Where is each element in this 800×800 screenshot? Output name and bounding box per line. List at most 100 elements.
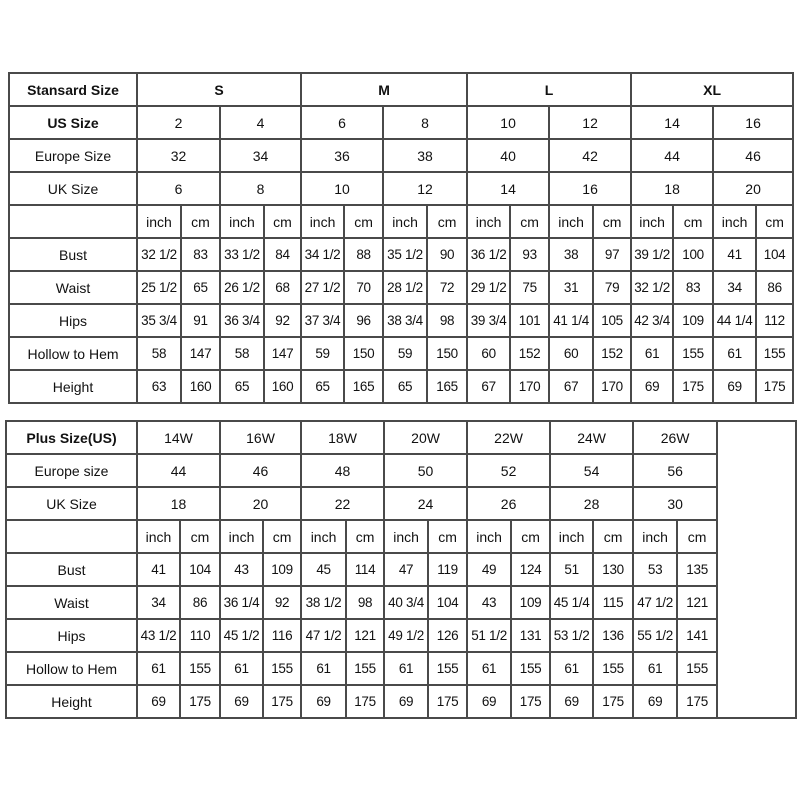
measurement-label: Hips xyxy=(5,618,138,653)
measurement-value: 61 xyxy=(466,651,513,686)
measurement-value: 109 xyxy=(262,552,303,587)
size-value: 4 xyxy=(218,105,303,140)
measurement-value: 91 xyxy=(180,303,221,338)
measurement-value: 175 xyxy=(676,684,719,719)
row-label: Europe size xyxy=(5,453,138,488)
measurement-row: Waist 34 86 36 1/4 92 38 1/2 98 40 3/4 104 43 109 4… xyxy=(5,585,796,620)
measurement-value: 100 xyxy=(672,237,715,272)
measurement-value: 51 1/2 xyxy=(466,618,513,653)
measurement-value: 115 xyxy=(592,585,635,620)
size-value: 12 xyxy=(382,171,469,206)
size-row: UK Size 6 8 10 12 14 16 18 20 xyxy=(8,171,795,206)
measurement-value: 53 xyxy=(632,552,679,587)
size-header: M xyxy=(300,72,469,107)
size-value: 56 xyxy=(632,453,719,488)
size-header: 16W xyxy=(219,420,303,455)
blank-label-cell xyxy=(5,519,138,554)
size-header: 20W xyxy=(383,420,469,455)
measurement-value: 165 xyxy=(343,369,385,404)
measurement-value: 69 xyxy=(632,684,679,719)
measurement-label: Waist xyxy=(5,585,138,620)
measurement-label: Bust xyxy=(5,552,138,587)
measurement-value: 63 xyxy=(136,369,182,404)
measurement-value: 65 xyxy=(300,369,346,404)
size-value: 38 xyxy=(382,138,469,173)
unit-inch: inch xyxy=(466,204,512,239)
unit-cm: cm xyxy=(592,204,633,239)
unit-cm: cm xyxy=(426,204,469,239)
table-header-label: Plus Size(US) xyxy=(5,420,138,455)
measurement-value: 35 3/4 xyxy=(136,303,182,338)
measurement-value: 124 xyxy=(510,552,552,587)
measurement-value: 170 xyxy=(509,369,551,404)
size-row: UK Size 18 20 22 24 26 28 30 xyxy=(5,486,796,521)
measurement-value: 29 1/2 xyxy=(466,270,512,305)
measurement-value: 155 xyxy=(510,651,552,686)
measurement-value: 130 xyxy=(592,552,635,587)
unit-cm: cm xyxy=(510,519,552,554)
unit-cm: cm xyxy=(343,204,385,239)
size-value: 42 xyxy=(548,138,633,173)
size-value: 10 xyxy=(300,171,385,206)
unit-inch: inch xyxy=(712,204,758,239)
size-value: 52 xyxy=(466,453,552,488)
measurement-value: 98 xyxy=(345,585,386,620)
measurement-value: 49 xyxy=(466,552,513,587)
size-value: 54 xyxy=(549,453,635,488)
measurement-value: 61 xyxy=(136,651,181,686)
standard-size-table: Stansard Size S M L XL US Size 2 4 6 8 10 12 14 16 Eur… xyxy=(8,72,795,404)
unit-cm: cm xyxy=(178,519,222,554)
measurement-value: 33 1/2 xyxy=(219,237,265,272)
measurement-row: Height 69 175 69 175 69 175 69 175 69 175 69 175 69 17… xyxy=(5,684,796,719)
measurement-value: 155 xyxy=(262,651,303,686)
measurement-value: 65 xyxy=(219,369,265,404)
measurement-value: 59 xyxy=(382,336,429,371)
measurement-value: 155 xyxy=(178,651,222,686)
measurement-value: 150 xyxy=(426,336,469,371)
measurement-label: Hollow to Hem xyxy=(5,651,138,686)
size-row: Europe size 44 46 48 50 52 54 56 xyxy=(5,453,796,488)
measurement-value: 121 xyxy=(676,585,719,620)
measurement-value: 92 xyxy=(262,585,303,620)
measurement-row: Waist 25 1/2 65 26 1/2 68 27 1/2 70 28 1/2 72 29 … xyxy=(8,270,795,305)
measurement-label: Hips xyxy=(8,303,138,338)
size-value: 24 xyxy=(383,486,469,521)
row-label: UK Size xyxy=(5,486,138,521)
size-value: 20 xyxy=(712,171,795,206)
measurement-label: Waist xyxy=(8,270,138,305)
measurement-value: 36 1/2 xyxy=(466,237,512,272)
size-value: 50 xyxy=(383,453,469,488)
measurement-value: 31 xyxy=(548,270,595,305)
measurement-value: 116 xyxy=(262,618,303,653)
measurement-value: 165 xyxy=(426,369,469,404)
measurement-value: 105 xyxy=(592,303,633,338)
size-row: Europe Size 32 34 36 38 40 42 44 46 xyxy=(8,138,795,173)
measurement-value: 38 3/4 xyxy=(382,303,429,338)
measurement-value: 170 xyxy=(592,369,633,404)
measurement-value: 65 xyxy=(180,270,221,305)
measurement-value: 41 xyxy=(712,237,758,272)
measurement-value: 147 xyxy=(180,336,221,371)
header-row: Stansard Size S M L XL xyxy=(8,72,795,107)
measurement-value: 25 1/2 xyxy=(136,270,182,305)
measurement-value: 61 xyxy=(383,651,430,686)
measurement-value: 84 xyxy=(262,237,303,272)
measurement-value: 68 xyxy=(262,270,303,305)
size-header: 22W xyxy=(466,420,552,455)
measurement-value: 40 3/4 xyxy=(383,585,430,620)
size-value: 2 xyxy=(136,105,221,140)
measurement-value: 104 xyxy=(755,237,795,272)
measurement-value: 92 xyxy=(262,303,303,338)
measurement-value: 69 xyxy=(300,684,348,719)
unit-cm: cm xyxy=(509,204,551,239)
measurement-value: 26 1/2 xyxy=(219,270,265,305)
measurement-value: 98 xyxy=(426,303,469,338)
size-value: 16 xyxy=(712,105,795,140)
measurement-value: 61 xyxy=(549,651,595,686)
measurement-value: 34 xyxy=(136,585,181,620)
measurement-row: Height 63 160 65 160 65 165 65 165 67 170 67 170 69 17… xyxy=(8,369,795,404)
measurement-value: 88 xyxy=(343,237,385,272)
measurement-value: 51 xyxy=(549,552,595,587)
measurement-label: Bust xyxy=(8,237,138,272)
size-value: 20 xyxy=(219,486,303,521)
